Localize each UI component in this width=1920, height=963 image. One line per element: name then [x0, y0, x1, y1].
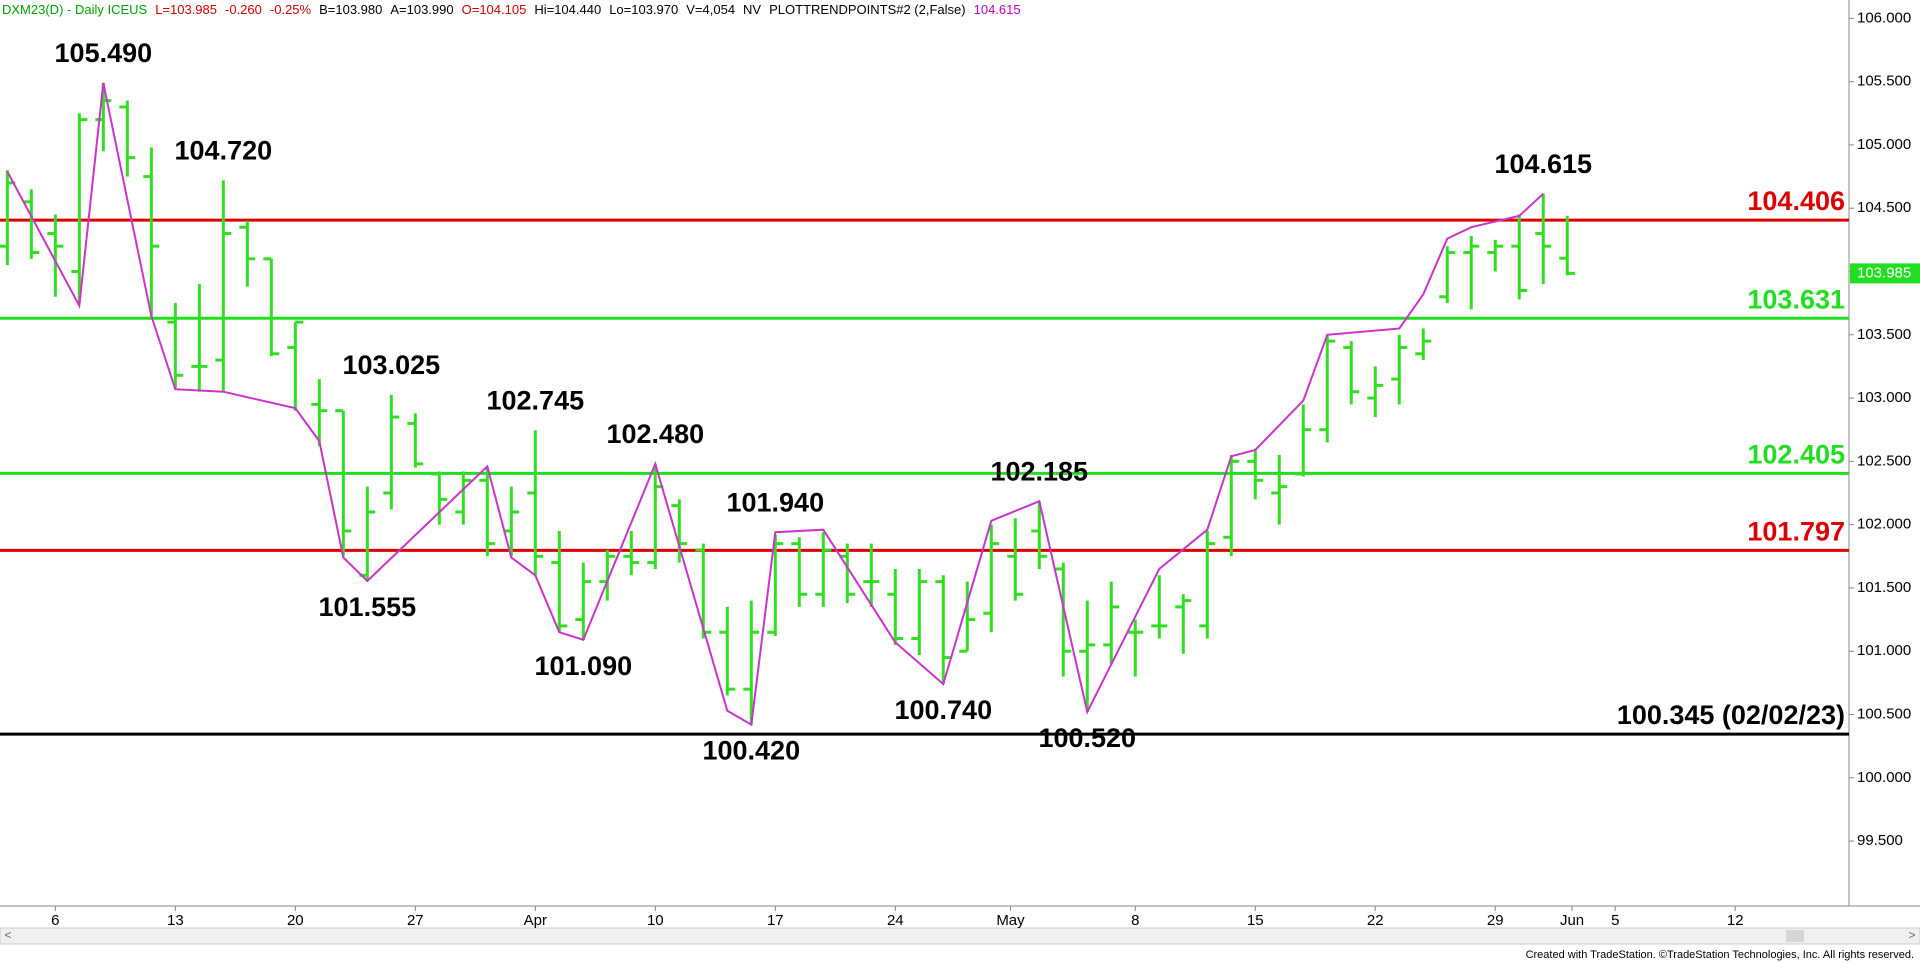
header-item: -0.260: [225, 2, 262, 17]
y-tick-label: 100.000: [1857, 769, 1911, 786]
header-item: -0.25%: [269, 2, 312, 17]
y-tick-label: 105.000: [1857, 136, 1911, 153]
x-tick-label: 24: [887, 912, 904, 929]
header-item: V=4,054: [686, 2, 736, 17]
swing-label: 102.480: [607, 419, 705, 449]
y-tick-label: 99.500: [1857, 832, 1903, 849]
x-tick-label: 8: [1131, 912, 1139, 929]
y-tick-label: 101.000: [1857, 642, 1911, 659]
y-tick-label: 102.000: [1857, 516, 1911, 533]
x-tick-label: 12: [1727, 912, 1744, 929]
swing-label: 104.615: [1494, 149, 1592, 179]
swing-label: 103.025: [343, 350, 441, 380]
swing-label: 104.720: [175, 135, 273, 165]
level-label: 104.406: [1747, 186, 1845, 216]
x-tick-label: Apr: [524, 912, 547, 929]
y-tick-label: 102.500: [1857, 452, 1911, 469]
y-tick-label: 103.500: [1857, 326, 1911, 343]
header-item: Hi=104.440: [534, 2, 602, 17]
swing-label: 100.520: [1038, 723, 1136, 753]
header-item: Lo=103.970: [609, 2, 679, 17]
scrollbar-thumb[interactable]: [1786, 930, 1804, 942]
swing-label: 105.490: [55, 38, 153, 68]
x-tick-label: Jun: [1560, 912, 1584, 929]
header-item: DXM23(D) - Daily ICEUS: [2, 2, 148, 17]
level-label: 101.797: [1747, 516, 1845, 546]
level-label: 100.345 (02/02/23): [1617, 700, 1845, 730]
swing-label: 102.185: [990, 456, 1088, 486]
header-item: B=103.980: [319, 2, 383, 17]
y-tick-label: 106.000: [1857, 9, 1911, 26]
footer: Created with TradeStation. ©TradeStation…: [1526, 949, 1914, 961]
x-tick-label: 5: [1611, 912, 1619, 929]
last-price-label: 103.985: [1857, 264, 1911, 281]
x-tick-label: 17: [767, 912, 784, 929]
y-tick-label: 105.500: [1857, 73, 1911, 90]
x-tick-label: 6: [51, 912, 59, 929]
level-label: 102.405: [1747, 440, 1845, 470]
y-tick-label: 100.500: [1857, 705, 1911, 722]
last-price-box: [1850, 263, 1920, 284]
header-item: L=103.985: [155, 2, 218, 17]
x-tick-label: 10: [647, 912, 664, 929]
y-tick-label: 103.000: [1857, 389, 1911, 406]
swing-label: 101.555: [319, 592, 417, 622]
header: DXM23(D) - Daily ICEUS L=103.985 -0.260 -0.…: [2, 2, 1029, 17]
y-tick-label: 104.500: [1857, 199, 1911, 216]
header-item: 104.615: [973, 2, 1021, 17]
level-label: 103.631: [1747, 284, 1845, 314]
swing-label: 101.090: [535, 651, 633, 681]
header-item: A=103.990: [390, 2, 454, 17]
scrollbar[interactable]: [0, 927, 1920, 945]
header-item: NV: [743, 2, 762, 17]
x-tick-label: 20: [287, 912, 304, 929]
swing-label: 102.745: [487, 385, 585, 415]
swing-label: 101.940: [726, 487, 824, 517]
scroll-right[interactable]: >: [1908, 928, 1915, 942]
trend-line: [6, 82, 1544, 727]
header-item: PLOTTRENDPOINTS#2 (2,False): [769, 2, 966, 17]
x-tick-label: 27: [407, 912, 424, 929]
swing-label: 100.740: [894, 695, 992, 725]
y-tick-label: 101.500: [1857, 579, 1911, 596]
header-item: O=104.105: [461, 2, 527, 17]
scroll-left[interactable]: <: [4, 928, 11, 942]
x-tick-label: 22: [1367, 912, 1384, 929]
x-tick-label: May: [996, 912, 1025, 929]
x-tick-label: 13: [167, 912, 184, 929]
x-tick-label: 29: [1487, 912, 1504, 929]
swing-label: 100.420: [702, 736, 800, 766]
plot-area: [0, 0, 1849, 906]
x-tick-label: 15: [1247, 912, 1264, 929]
